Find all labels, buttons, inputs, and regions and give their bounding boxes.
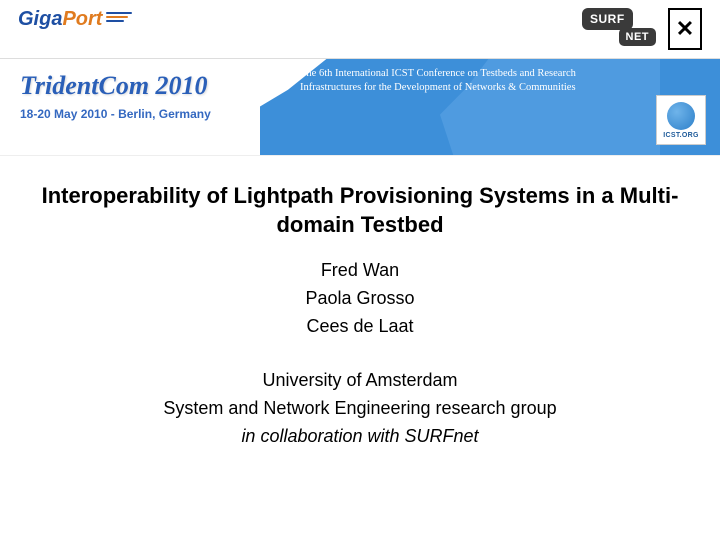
affiliation-line-2: System and Network Engineering research …: [40, 395, 680, 423]
banner-left: TridentCom 2010 18-20 May 2010 - Berlin,…: [0, 59, 260, 155]
right-logo-group: SURF NET: [582, 8, 702, 50]
top-logo-row: GigaPort SURF NET: [0, 0, 720, 58]
affiliation-block: University of Amsterdam System and Netwo…: [40, 367, 680, 451]
gigaport-text-2: Port: [62, 8, 102, 31]
surfnet-logo: SURF NET: [582, 8, 656, 48]
slide-title: Interoperability of Lightpath Provisioni…: [40, 182, 680, 239]
icst-logo: ICST.ORG: [656, 95, 706, 145]
conf-desc-line-1: The 6th International ICST Conference on…: [300, 68, 576, 79]
affiliation-line-1: University of Amsterdam: [40, 367, 680, 395]
gigaport-text-1: Giga: [18, 8, 62, 31]
conference-description: The 6th International ICST Conference on…: [300, 67, 640, 95]
conference-name: TridentCom 2010: [20, 71, 260, 101]
conference-dates: 18-20 May 2010 - Berlin, Germany: [20, 107, 260, 121]
surfnet-text-2: NET: [619, 28, 657, 46]
author-2: Paola Grosso: [40, 285, 680, 313]
globe-icon: [667, 102, 695, 130]
author-3: Cees de Laat: [40, 313, 680, 341]
icst-label: ICST.ORG: [663, 132, 698, 139]
gigaport-stripes-icon: [106, 12, 132, 24]
author-list: Fred Wan Paola Grosso Cees de Laat: [40, 257, 680, 341]
collaboration-line: in collaboration with SURFnet: [40, 423, 680, 451]
author-1: Fred Wan: [40, 257, 680, 285]
conference-banner: TridentCom 2010 18-20 May 2010 - Berlin,…: [0, 58, 720, 156]
slide-content: Interoperability of Lightpath Provisioni…: [0, 156, 720, 451]
uva-logo: [668, 8, 702, 50]
surfnet-text-1: SURF: [582, 8, 633, 30]
gigaport-logo: GigaPort: [18, 8, 132, 31]
conf-desc-line-2: Infrastructures for the Development of N…: [300, 82, 576, 93]
banner-right: The 6th International ICST Conference on…: [260, 59, 720, 155]
